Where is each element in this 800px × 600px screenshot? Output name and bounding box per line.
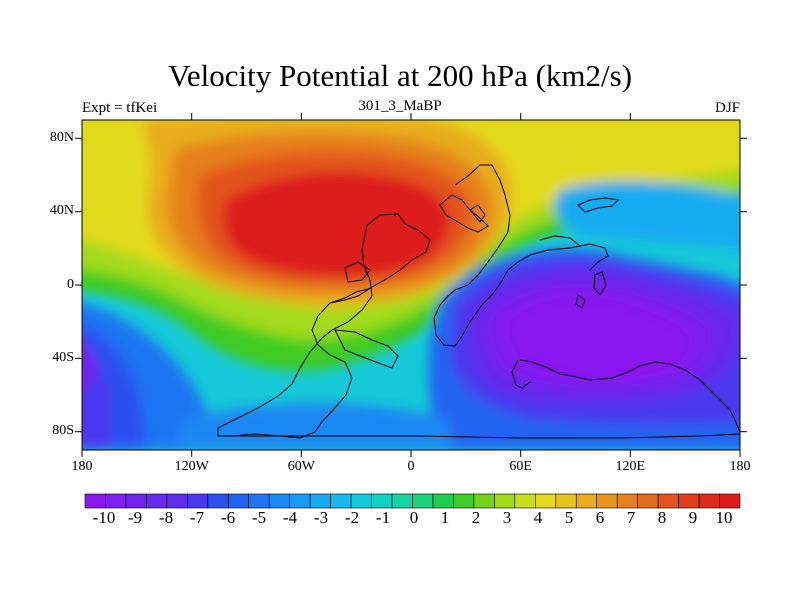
colorbar-swatch: [494, 493, 516, 509]
colorbar-swatch: [105, 493, 127, 509]
colorbar-label: -4: [282, 508, 298, 527]
colorbar-swatch: [412, 493, 434, 509]
run-id-label: 301_3_MaBP: [358, 98, 442, 114]
colorbar-swatch: [432, 493, 454, 509]
colorbar-swatch: [555, 493, 577, 509]
colorbar-swatch: [678, 493, 700, 509]
colorbar-label: -10: [92, 508, 116, 527]
colorbar-swatch: [125, 493, 147, 509]
colorbar-label: 4: [533, 508, 543, 527]
colorbar-swatch: [289, 493, 311, 509]
colorbar-swatch: [719, 493, 741, 509]
colorbar-swatch: [473, 493, 495, 509]
colorbar-label: -3: [313, 508, 329, 527]
colorbar-swatch: [330, 493, 352, 509]
colorbar-swatch: [166, 493, 188, 509]
lon-label-180w: 180: [71, 459, 93, 474]
colorbar-swatch: [575, 493, 598, 509]
lon-label-60e: 60E: [509, 459, 532, 474]
colorbar-label: 7: [626, 508, 636, 527]
velocity-potential-field: [82, 120, 740, 450]
colorbar-swatch: [535, 493, 557, 509]
colorbar-label: -5: [251, 508, 267, 527]
colorbar-swatch: [514, 493, 536, 509]
colorbar-label: -7: [189, 508, 205, 527]
colorbar: [84, 493, 741, 509]
colorbar-label: 5: [564, 508, 574, 527]
colorbar-swatch: [187, 493, 209, 509]
colorbar-swatch: [268, 493, 290, 509]
colorbar-label: 8: [657, 508, 667, 527]
colorbar-swatch: [637, 493, 659, 509]
lat-label-80n: 80N: [49, 130, 74, 145]
colorbar-swatch: [350, 493, 372, 509]
lon-label-180e: 180: [729, 459, 751, 474]
lat-label-40n: 40N: [49, 203, 74, 218]
colorbar-label: -9: [127, 508, 143, 527]
lon-label-60w: 60W: [287, 459, 315, 474]
map-title: Velocity Potential at 200 hPa (km2/s): [167, 58, 633, 93]
colorbar-label: 2: [471, 508, 481, 527]
continent-outlines: [217, 164, 740, 439]
colorbar-swatch: [596, 493, 618, 509]
colorbar-swatch: [371, 493, 393, 509]
colorbar-label: -2: [344, 508, 360, 527]
lat-label-40s: 40S: [52, 350, 74, 365]
colorbar-label: 0: [409, 508, 419, 527]
colorbar-label: 6: [595, 508, 605, 527]
lat-label-eq: 0: [67, 277, 74, 292]
colorbar-swatch: [146, 493, 168, 509]
lon-label-120e: 120E: [615, 459, 646, 474]
colorbar-label: -8: [158, 508, 174, 527]
colorbar-swatch: [84, 493, 106, 509]
colorbar-swatch: [207, 493, 229, 509]
map-ticks: [75, 113, 747, 457]
colorbar-swatch: [698, 493, 720, 509]
colorbar-swatch: [657, 493, 679, 509]
lon-label-120w: 120W: [174, 459, 209, 474]
experiment-label: Expt = tfKei: [82, 100, 158, 116]
colorbar-swatch: [391, 493, 413, 509]
colorbar-swatch: [248, 493, 270, 509]
colorbar-swatch: [616, 493, 638, 509]
season-label: DJF: [714, 100, 740, 116]
colorbar-label: 9: [688, 508, 698, 527]
colorbar-label: 10: [715, 508, 733, 527]
lat-label-80s: 80S: [52, 423, 74, 438]
colorbar-label: -1: [375, 508, 391, 527]
colorbar-label: 3: [502, 508, 512, 527]
colorbar-swatch: [453, 493, 475, 509]
colorbar-label: -6: [220, 508, 236, 527]
colorbar-swatch: [309, 493, 331, 509]
colorbar-swatch: [227, 493, 250, 509]
lon-label-0: 0: [407, 459, 415, 474]
colorbar-label: 1: [440, 508, 450, 527]
